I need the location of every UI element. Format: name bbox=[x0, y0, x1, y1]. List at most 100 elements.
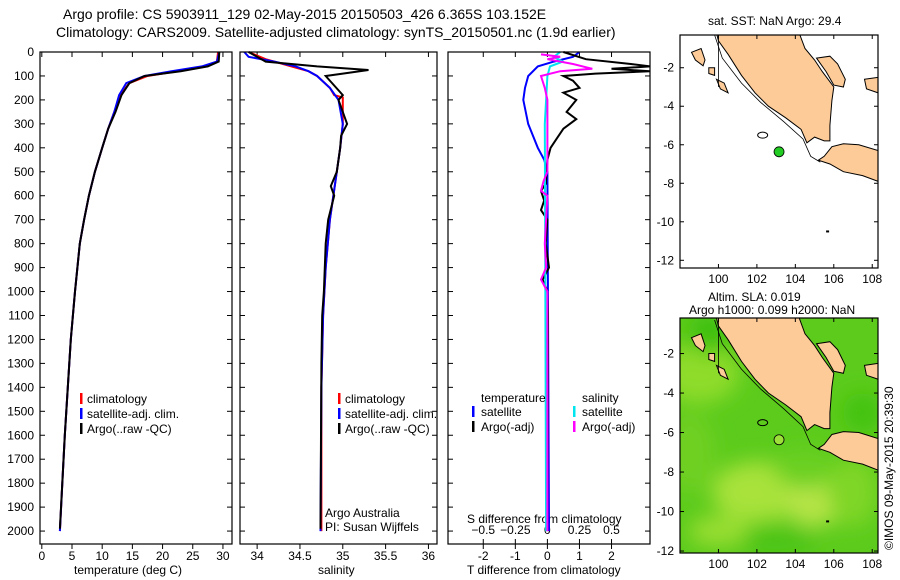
legend-label: climatology bbox=[345, 392, 405, 406]
legend-swatch bbox=[80, 393, 83, 404]
lat-tick-label: -6 bbox=[663, 138, 674, 152]
legend-title: salinity bbox=[582, 391, 619, 405]
map-frame bbox=[679, 34, 879, 269]
series-argo-raw-qc- bbox=[248, 51, 369, 529]
legend-label: satellite bbox=[582, 405, 623, 419]
lon-tick-label: 104 bbox=[785, 557, 805, 571]
x2-tick-label: −0.5 bbox=[471, 523, 495, 537]
series-salinity-argo-adj- bbox=[539, 53, 593, 532]
lat-tick-label: -12 bbox=[657, 544, 675, 558]
lon-tick-label: 108 bbox=[862, 557, 882, 571]
y-tick-label: 1600 bbox=[7, 428, 34, 442]
legend-swatch bbox=[472, 406, 475, 417]
y-tick-label: 200 bbox=[14, 93, 34, 107]
x-tick-label: 36 bbox=[422, 549, 436, 563]
land-java bbox=[817, 143, 878, 182]
x2-tick-label: 0.5 bbox=[603, 523, 620, 537]
lat-tick-label: -8 bbox=[663, 465, 674, 479]
y-tick-label: 2000 bbox=[7, 524, 34, 538]
x2-tick-label: −0.25 bbox=[500, 523, 531, 537]
y-tick-label: 1000 bbox=[7, 285, 34, 299]
y-tick-label: 900 bbox=[14, 261, 34, 275]
sla-blob bbox=[680, 412, 715, 493]
y-tick-label: 100 bbox=[14, 69, 34, 83]
lat-tick-label: -4 bbox=[663, 386, 674, 400]
legend-label: Argo(..raw -QC) bbox=[87, 422, 172, 436]
y-tick-label: 1300 bbox=[7, 356, 34, 370]
land-bangka bbox=[815, 341, 846, 374]
legend-label: Argo(-adj) bbox=[582, 420, 635, 434]
map-area bbox=[690, 35, 878, 233]
land-sumatra bbox=[715, 318, 835, 432]
land-belitung bbox=[863, 76, 878, 94]
lon-tick-label: 102 bbox=[747, 557, 767, 571]
map-frame bbox=[679, 317, 879, 554]
legend-label: satellite bbox=[481, 405, 522, 419]
legend-swatch bbox=[472, 421, 475, 432]
x-tick-label: 5 bbox=[69, 549, 76, 563]
x-tick-label: 10 bbox=[96, 549, 110, 563]
difference-x2label: S difference from climatology bbox=[467, 512, 622, 526]
plot-frame bbox=[447, 51, 651, 545]
lat-tick-label: -4 bbox=[663, 99, 674, 113]
legend-label: Argo(..raw -QC) bbox=[345, 422, 430, 436]
sla-blob bbox=[688, 516, 749, 547]
sla-blob bbox=[680, 343, 740, 404]
legend-title: temperature bbox=[481, 391, 546, 405]
y-tick-label: 1700 bbox=[7, 452, 34, 466]
temperature-panel: 0100200300400500600700800900100011001200… bbox=[7, 45, 233, 563]
y-tick-label: 1100 bbox=[8, 308, 34, 322]
y-tick-label: 1200 bbox=[7, 332, 34, 346]
series-temperature-argo-adj- bbox=[539, 51, 651, 532]
sla-blob bbox=[828, 456, 878, 527]
map-sla-title-2: Argo h1000: 0.099 h2000: NaN bbox=[689, 303, 856, 317]
x-tick-label: 35 bbox=[336, 549, 350, 563]
x-tick-label: 0 bbox=[544, 549, 551, 563]
x-tick-label: 2 bbox=[608, 549, 615, 563]
x-tick-label: 1 bbox=[576, 549, 583, 563]
lon-tick-label: 102 bbox=[747, 272, 767, 286]
x-tick-label: 34 bbox=[250, 549, 264, 563]
x-tick-label: -1 bbox=[510, 549, 521, 563]
sla-blob bbox=[736, 526, 817, 553]
land-siberut bbox=[690, 47, 706, 67]
lat-tick-label: -8 bbox=[663, 176, 674, 190]
y-tick-label: 600 bbox=[14, 189, 34, 203]
shelf-contour bbox=[714, 319, 821, 451]
series-climatology bbox=[248, 51, 344, 532]
y-tick-label: 1900 bbox=[7, 500, 34, 514]
difference-xlabel: T difference from climatology bbox=[467, 563, 621, 577]
x-tick-label: 34.5 bbox=[288, 549, 312, 563]
lat-tick-label: -2 bbox=[663, 347, 674, 361]
y-tick-label: 300 bbox=[14, 117, 34, 131]
sla-blob bbox=[774, 448, 835, 489]
land-sipora bbox=[708, 67, 716, 77]
christmas-island bbox=[826, 230, 830, 233]
series-climatology bbox=[58, 51, 220, 532]
legend-swatch bbox=[573, 406, 576, 417]
argo-float-position bbox=[773, 146, 785, 158]
lon-tick-label: 106 bbox=[824, 272, 844, 286]
x-tick-label: 25 bbox=[186, 549, 200, 563]
lat-tick-label: -2 bbox=[663, 61, 674, 75]
difference-panel: -2 -1 0 1 2−0.5 −0.25 0 0.25 0.5temperaturesatel… bbox=[447, 51, 651, 563]
legend-swatch bbox=[80, 423, 83, 434]
y-tick-label: 700 bbox=[14, 213, 34, 227]
legend-swatch bbox=[80, 408, 83, 419]
series-argo-raw-qc- bbox=[58, 51, 221, 529]
credit-pi: PI: Susan Wijffels bbox=[325, 520, 419, 534]
y-tick-label: 400 bbox=[14, 141, 34, 155]
land-siberut bbox=[690, 333, 706, 353]
legend-swatch bbox=[573, 421, 576, 432]
argo-float-position bbox=[773, 434, 785, 446]
lat-tick-label: -10 bbox=[657, 215, 675, 229]
series-satellite-adj-clim- bbox=[58, 51, 221, 532]
y-tick-label: 800 bbox=[14, 237, 34, 251]
land-bangka bbox=[815, 55, 846, 88]
lon-tick-label: 104 bbox=[785, 272, 805, 286]
enggano-contour bbox=[757, 419, 769, 427]
map-sla-title-1: Altim. SLA: 0.019 bbox=[708, 290, 801, 304]
land-belitung bbox=[863, 362, 878, 380]
sla-anomaly-blobs bbox=[680, 318, 878, 553]
